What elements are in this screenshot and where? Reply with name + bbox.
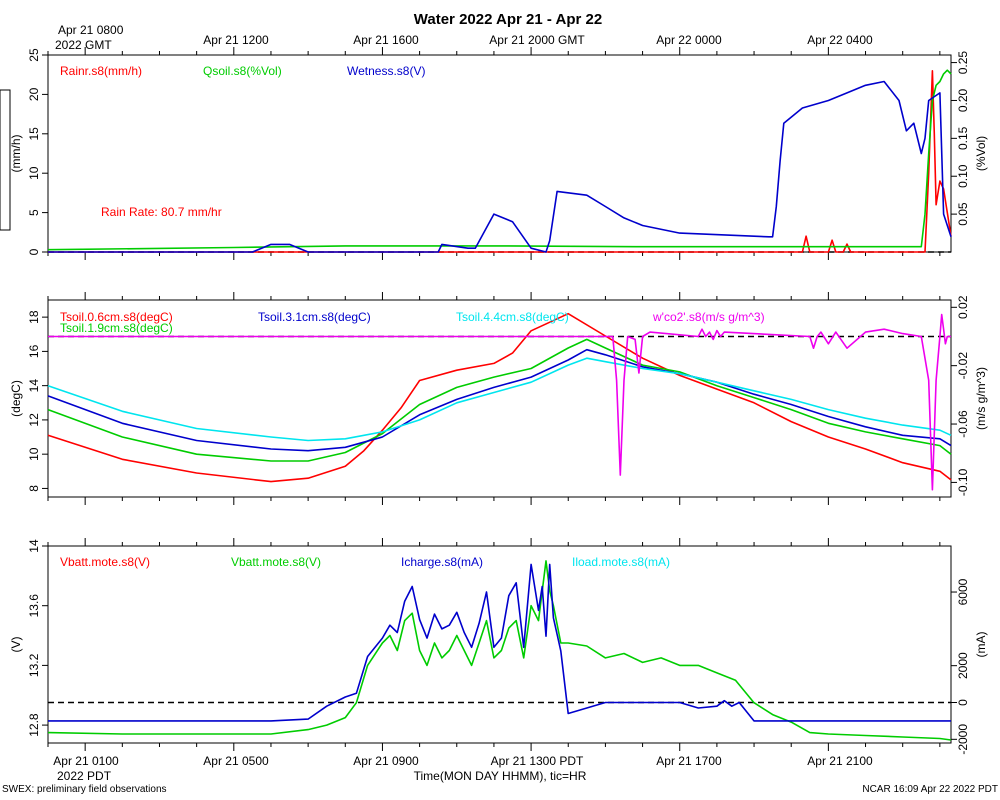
footer-left: SWEX: preliminary field observations <box>2 784 167 795</box>
legend-tsoil-4-4: Tsoil.4.4cm.s8(degC) <box>456 310 569 324</box>
y-tick-label-right: 0 <box>956 699 970 706</box>
y-tick-label-left: 13.6 <box>27 594 41 618</box>
y-tick-label-left: 14 <box>27 379 41 393</box>
top-gmt-tick-label: Apr 21 1600 <box>353 33 419 47</box>
top-gmt-tick-label: Apr 22 0400 <box>807 33 873 47</box>
y-tick-label-right: 0.15 <box>956 126 970 150</box>
chart-title: Water 2022 Apr 21 - Apr 22 <box>414 11 602 28</box>
bottom-pdt-tick-label: Apr 21 1700 <box>656 754 722 768</box>
bottom-year-label: 2022 PDT <box>57 769 112 783</box>
y-tick-label-right: 0.02 <box>956 295 970 319</box>
series-line-3 <box>47 357 952 442</box>
y-tick-label-right: 0.20 <box>956 88 970 112</box>
series-line-2 <box>47 348 952 452</box>
y-tick-label-left: 13.2 <box>27 653 41 677</box>
legend-qsoil: Qsoil.s8(%Vol) <box>203 64 282 78</box>
y-tick-label-left: 10 <box>27 447 41 461</box>
bottom-pdt-tick-label: Apr 21 0900 <box>353 754 419 768</box>
bottom-pdt-tick-label: Apr 21 0500 <box>203 754 269 768</box>
rain-rate-annotation: Rain Rate: 80.7 mm/hr <box>101 205 222 219</box>
y-tick-label-left: 20 <box>27 87 41 101</box>
y-tick-label-left: 18 <box>27 310 41 324</box>
y-axis-label-left: (degC) <box>9 380 23 417</box>
legend-icharge: Icharge.s8(mA) <box>401 555 483 569</box>
y-tick-label-right: 2000 <box>956 652 970 679</box>
series-line-4 <box>48 313 951 491</box>
series-line-2 <box>48 563 951 722</box>
legend-tsoil-3-1: Tsoil.3.1cm.s8(degC) <box>258 310 371 324</box>
legend-wetness: Wetness.s8(V) <box>347 64 425 78</box>
y-tick-label-right: 6000 <box>956 578 970 605</box>
y-axis-label-left: (mm/h) <box>9 135 23 173</box>
y-tick-label-left: 25 <box>27 48 41 62</box>
y-tick-label-right: -0.10 <box>956 468 970 496</box>
panel-battery-current: 12.8 13.2 13.6 14 (V) -2000 0 2000 6000 (mA) <box>9 538 988 755</box>
y-tick-label-right: 0.05 <box>956 202 970 226</box>
y-tick-label-left: 10 <box>27 166 41 180</box>
left-edge-box <box>0 89 11 231</box>
panel-water: 0 5 10 15 20 25 (mm/h) 0.05 0.10 0.15 0.20 0.25 (%Vo… <box>9 47 988 260</box>
y-tick-label-left: 15 <box>27 127 41 141</box>
top-gmt-tick-label: Apr 21 1200 <box>203 33 269 47</box>
y-tick-label-left: 12 <box>27 413 41 427</box>
y-tick-label-right: 0.25 <box>956 51 970 75</box>
top-gmt-first-label: Apr 21 0800 <box>58 23 124 37</box>
series-line-0 <box>47 312 952 483</box>
bottom-pdt-tick-label: Apr 21 2100 <box>807 754 873 768</box>
panel-soil-temperature: 8 10 12 14 16 18 (degC) -0.10 -0.06 -0.02 0.02 (m/s… <box>9 292 988 505</box>
bottom-pdt-axis: Apr 21 0100 Apr 21 0500 Apr 21 0900 Apr 21 … <box>53 754 873 768</box>
legend-tsoil-1-9: Tsoil.1.9cm.s8(degC) <box>60 321 173 335</box>
legend-wco2: w'co2'.s8(m/s g/m^3) <box>652 310 765 324</box>
y-axis-label-left: (V) <box>9 637 23 653</box>
y-tick-label-left: 14 <box>27 539 41 553</box>
top-gmt-year-label: 2022 GMT <box>55 38 112 52</box>
y-tick-label-left: 0 <box>27 248 41 255</box>
legend-rainr: Rainr.s8(mm/h) <box>60 64 142 78</box>
bottom-pdt-tick-label: Apr 21 1300 PDT <box>491 754 584 768</box>
bottom-pdt-tick-label: Apr 21 0100 <box>53 754 119 768</box>
y-tick-label-right: -2000 <box>956 724 970 755</box>
y-tick-label-left: 12.8 <box>27 713 41 737</box>
series-line-1 <box>47 338 952 462</box>
panel-frame <box>47 299 952 498</box>
panel-battery-legend: Vbatt.mote.s8(V) Vbatt.mote.s8(V) Icharg… <box>60 555 670 569</box>
y-tick-label-left: 8 <box>27 485 41 492</box>
y-axis-label-right: (mA) <box>974 632 988 658</box>
legend-tsoil-0-6: Tsoil.0.6cm.s8(degC) <box>60 310 173 324</box>
y-tick-label-left: 16 <box>27 344 41 358</box>
series-line-1 <box>47 69 952 251</box>
footer-right: NCAR 16:09 Apr 22 2022 PDT <box>862 784 998 795</box>
panel-frame <box>47 545 952 744</box>
panel-soil-legend: Tsoil.0.6cm.s8(degC) Tsoil.1.9cm.s8(degC… <box>60 310 765 335</box>
y-tick-label-left: 5 <box>27 209 41 216</box>
top-gmt-tick-label: Apr 21 2000 GMT <box>489 33 585 47</box>
panel-water-legend: Rainr.s8(mm/h) Qsoil.s8(%Vol) Wetness.s8… <box>60 64 425 219</box>
y-tick-label-right: -0.02 <box>956 352 970 380</box>
y-axis-label-right: (%Vol) <box>974 136 988 171</box>
series-line-1 <box>47 560 952 741</box>
y-axis-label-right: (m/s g/m^3) <box>974 367 988 430</box>
panel-frame <box>47 54 952 253</box>
legend-vbatt-green: Vbatt.mote.s8(V) <box>231 555 321 569</box>
top-gmt-tick-label: Apr 22 0000 <box>656 33 722 47</box>
y-tick-label-right: 0.10 <box>956 164 970 188</box>
top-gmt-axis: Apr 21 1200 Apr 21 1600 Apr 21 2000 GMT Apr… <box>203 33 873 47</box>
legend-iload: Iload.mote.s8(mA) <box>572 555 670 569</box>
series-line-0 <box>48 70 952 253</box>
x-axis-label: Time(MON DAY HHMM), tic=HR <box>414 769 587 783</box>
y-tick-label-right: -0.06 <box>956 410 970 438</box>
series-line-2 <box>48 80 952 253</box>
legend-vbatt-red: Vbatt.mote.s8(V) <box>60 555 150 569</box>
